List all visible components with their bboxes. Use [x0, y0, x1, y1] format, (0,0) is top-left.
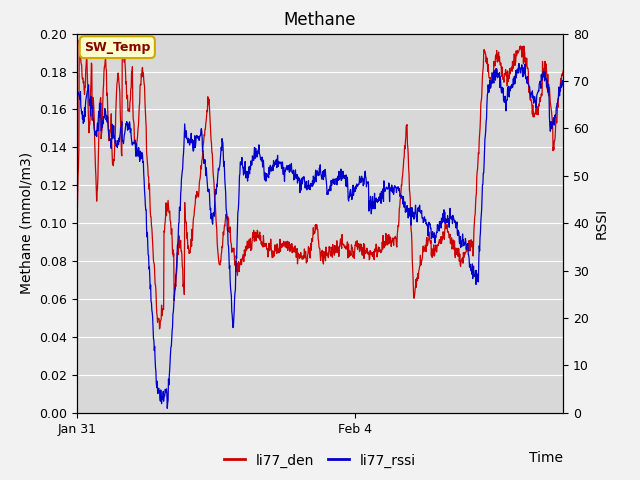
li77_den	[330, 248, 337, 253]
Y-axis label: RSSI: RSSI	[595, 208, 609, 239]
Legend: li77_den, li77_rssi: li77_den, li77_rssi	[218, 448, 422, 473]
Text: Time: Time	[529, 451, 563, 465]
li77_rssi	[339, 168, 347, 174]
Line: li77_rssi: li77_rssi	[77, 63, 563, 408]
Y-axis label: Methane (mmol/m3): Methane (mmol/m3)	[20, 152, 33, 294]
Title: Methane: Methane	[284, 11, 356, 29]
li77_den	[237, 262, 245, 267]
li77_den	[73, 228, 81, 234]
li77_den	[76, 37, 83, 43]
li77_den	[285, 244, 292, 250]
Text: SW_Temp: SW_Temp	[84, 41, 150, 54]
Line: li77_den: li77_den	[77, 40, 563, 329]
li77_rssi	[559, 78, 567, 84]
li77_rssi	[237, 162, 245, 168]
li77_rssi	[284, 167, 292, 172]
li77_den	[559, 68, 567, 74]
li77_rssi	[73, 91, 81, 96]
li77_den	[156, 316, 163, 322]
li77_den	[339, 242, 347, 248]
li77_rssi	[329, 180, 337, 185]
li77_rssi	[163, 406, 171, 411]
li77_rssi	[138, 150, 145, 156]
li77_den	[156, 326, 163, 332]
li77_den	[138, 74, 145, 80]
li77_rssi	[155, 385, 163, 391]
li77_rssi	[515, 60, 523, 66]
